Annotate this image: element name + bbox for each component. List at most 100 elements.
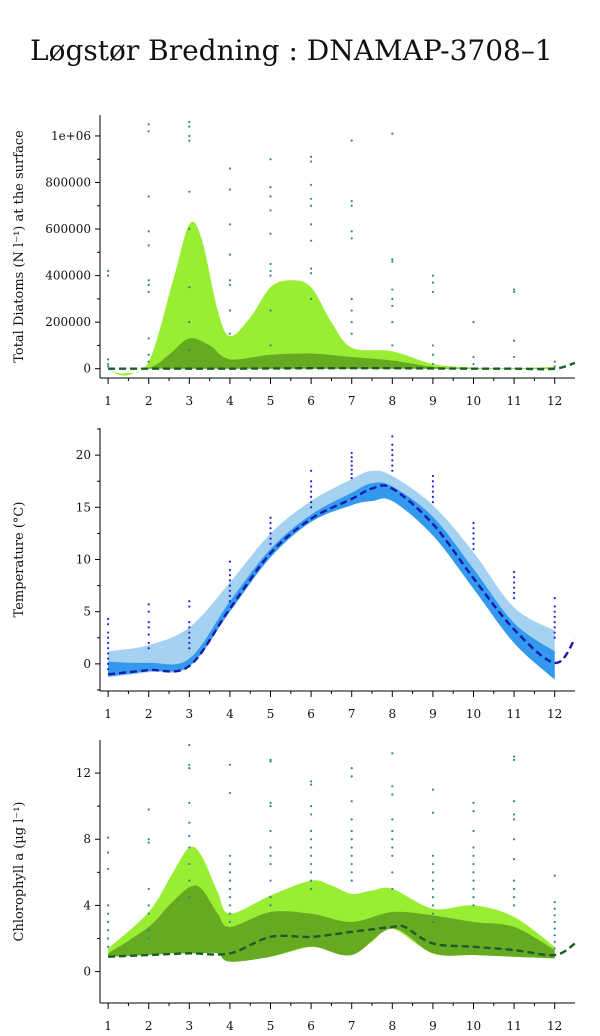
temperature-data-point [147, 603, 150, 606]
diatoms-x-tick-label: 9 [429, 394, 437, 408]
temperature-data-point [269, 521, 272, 525]
diatoms-data-point [188, 321, 191, 324]
diatoms-data-point [269, 209, 272, 212]
temperature-x-tick-label: 11 [506, 707, 521, 721]
chlorophyll-data-point [310, 805, 313, 808]
diatoms-data-point [269, 269, 272, 273]
temperature-data-point [472, 547, 475, 551]
temperature-data-point [188, 600, 191, 603]
diatoms-data-point [431, 362, 435, 366]
chlorophyll-data-point [188, 896, 191, 899]
chlorophyll-data-point [553, 901, 556, 904]
chlorophyll-data-point [107, 945, 110, 948]
chlorophyll-data-point [553, 874, 556, 877]
diatoms-data-point [350, 230, 353, 233]
diatoms-x-tick-label: 6 [307, 394, 315, 408]
temperature-x-tick-label: 7 [348, 707, 356, 721]
diatoms-y-tick-label: 200000 [45, 315, 91, 329]
diatoms-median-line [108, 361, 576, 371]
diatoms-data-point [391, 258, 394, 261]
chlorophyll-data-point [553, 947, 556, 950]
diatoms-data-point [269, 158, 272, 161]
chlorophyll-data-point [553, 927, 556, 930]
diatoms-y-axis-title: Total Diatoms (N l⁻¹) at the surface [12, 130, 27, 363]
chlorophyll-data-point [228, 862, 232, 866]
diatoms-data-point [188, 125, 191, 128]
chlorophyll-data-point [513, 758, 516, 761]
temperature-x-tick-label: 3 [185, 707, 193, 721]
chlorophyll-data-point [472, 887, 475, 890]
chlorophyll-y-tick-label: 4 [83, 898, 91, 912]
diatoms-data-point [350, 321, 353, 324]
diatoms-data-point [107, 274, 110, 277]
chlorophyll-data-point [228, 763, 232, 766]
chlorophyll-data-point [107, 867, 110, 871]
chlorophyll-data-point [188, 767, 191, 770]
temperature-x-tick-label: 8 [388, 707, 396, 721]
diatoms-x-tick-label: 5 [267, 394, 275, 408]
chlorophyll-data-point [147, 929, 150, 932]
chlorophyll-data-point [431, 904, 435, 907]
temperature-data-point [147, 641, 150, 645]
temperature-outer-band [108, 470, 555, 680]
diatoms-data-point [350, 297, 353, 300]
temperature-data-point [553, 610, 556, 613]
temperature-data-point [553, 631, 556, 634]
diatoms-data-point [553, 360, 556, 363]
chlorophyll-data-point [147, 838, 150, 841]
temperature-data-point [472, 537, 475, 540]
temperature-data-point [553, 621, 556, 624]
diatoms-x-tick-label: 11 [506, 394, 521, 408]
temperature-y-tick-label: 0 [83, 657, 91, 671]
chlorophyll-data-point [228, 871, 232, 874]
diatoms-data-point [188, 286, 191, 289]
chlorophyll-data-point [228, 920, 232, 924]
chlorophyll-data-point [228, 791, 232, 795]
temperature-data-point [269, 542, 272, 545]
chlorophyll-data-point [188, 801, 191, 804]
chlorophyll-data-point [269, 801, 272, 804]
temperature-data-point [188, 647, 191, 650]
temperature-y-tick-label: 15 [76, 500, 91, 514]
diatoms-data-point [228, 332, 232, 335]
chlorophyll-data-point [310, 838, 313, 841]
diatoms-data-point [310, 239, 313, 242]
chlorophyll-data-point [310, 879, 313, 882]
chlorophyll-data-point [188, 846, 191, 849]
temperature-data-point [513, 576, 516, 579]
temperature-data-point [107, 617, 110, 621]
temperature-data-point [188, 636, 191, 639]
temperature-data-point [188, 626, 191, 629]
diatoms-data-point [269, 232, 272, 235]
chlorophyll-data-point [228, 854, 232, 857]
diatoms-data-point [350, 237, 353, 240]
temperature-x-tick-label: 10 [466, 707, 481, 721]
temperature-data-point [107, 631, 110, 634]
diatoms-data-point [310, 160, 313, 163]
chlorophyll-x-tick-label: 1 [104, 1019, 112, 1033]
diatoms-data-point [431, 281, 435, 284]
diatoms-data-point [513, 288, 516, 291]
chlorophyll-data-points [107, 743, 556, 950]
diatoms-outer-band [108, 221, 555, 376]
temperature-data-point [431, 485, 435, 488]
diatoms-data-point [391, 297, 394, 300]
chlorophyll-data-point [391, 752, 394, 755]
temperature-y-tick-label: 10 [76, 553, 91, 567]
diatoms-data-point [391, 132, 394, 135]
temperature-data-point [147, 610, 150, 613]
temperature-data-point [107, 662, 110, 665]
chlorophyll-data-point [147, 887, 150, 890]
temperature-data-point [391, 435, 394, 438]
diatoms-data-point [228, 188, 232, 191]
chlorophyll-x-tick-label: 2 [145, 1019, 153, 1033]
temperature-y-tick-label: 20 [76, 448, 91, 462]
chlorophyll-x-tick-label: 10 [466, 1019, 481, 1033]
diatoms-data-point [147, 283, 150, 286]
chlorophyll-data-point [472, 801, 475, 804]
chlorophyll-data-point [350, 879, 353, 882]
temperature-data-point [553, 597, 556, 600]
temperature-data-point [310, 501, 313, 504]
